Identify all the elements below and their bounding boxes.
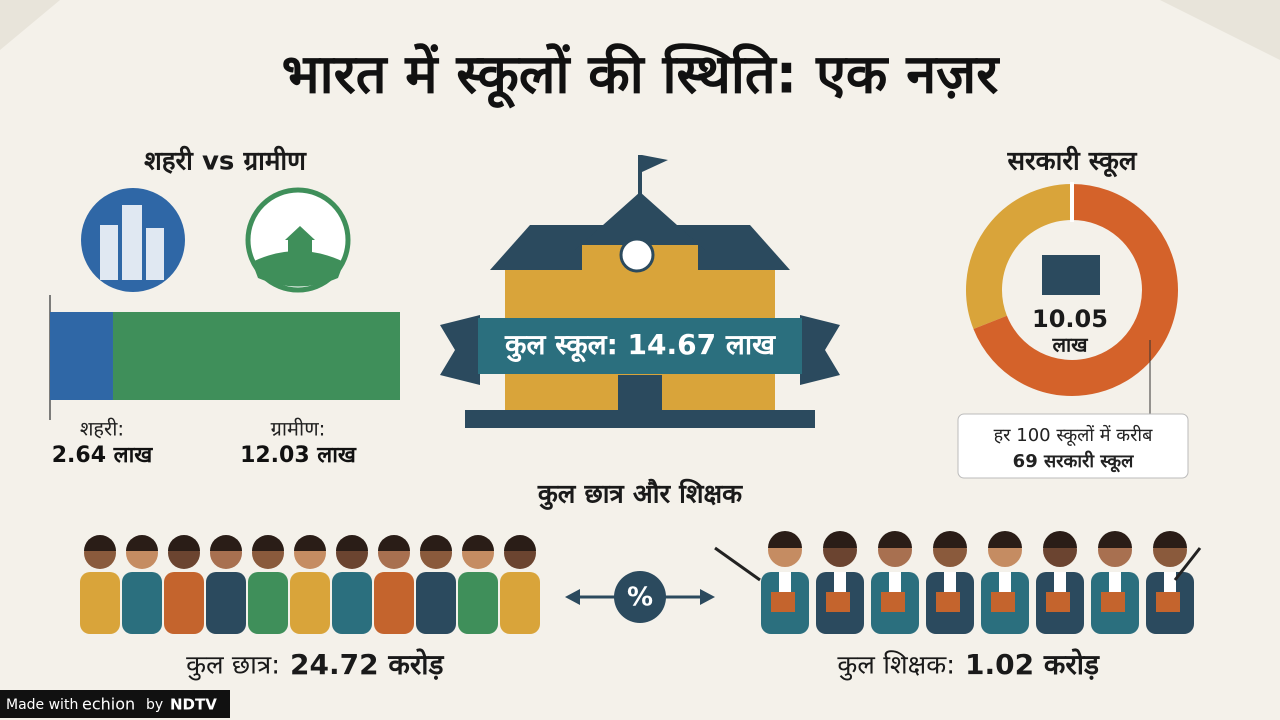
segment-label: ग्रामीण: (271, 417, 326, 441)
total-schools: कुल स्कूल: 14.67 लाख (504, 328, 776, 363)
teacher-hair (768, 531, 802, 548)
footer-partner: NDTV (170, 696, 217, 714)
decor (1160, 0, 1280, 60)
student-hair (462, 535, 494, 551)
teacher-hair (878, 531, 912, 548)
teacher-hair (1098, 531, 1132, 548)
stacked-bar: शहरी:2.64 लाख ग्रामीण:12.03 लाख (50, 312, 400, 468)
teachers-value: 1.02 करोड़ (965, 648, 1100, 681)
student-hair (378, 535, 410, 551)
village-icon (245, 187, 351, 293)
teacher-hair (933, 531, 967, 548)
ratio-symbol: % (627, 583, 653, 613)
student-hair (294, 535, 326, 551)
teacher-hair (988, 531, 1022, 548)
student-body (500, 572, 540, 634)
segment-value: 2.64 लाख (52, 443, 154, 468)
student-body (458, 572, 498, 634)
bar-segment (112, 312, 400, 400)
school-illustration (440, 155, 840, 428)
gov-building-icon (1042, 255, 1100, 295)
bar-segment (50, 312, 113, 400)
student-body (290, 572, 330, 634)
students-value: 24.72 करोड़ (290, 648, 445, 681)
teacher-hair (1153, 531, 1187, 548)
teacher-hair (1043, 531, 1077, 548)
note-line: 69 सरकारी स्कूल (1013, 450, 1134, 473)
student-body (206, 572, 246, 634)
student-hair (84, 535, 116, 551)
footer-brand: echion (82, 695, 135, 714)
student-hair (252, 535, 284, 551)
teacher-hair (823, 531, 857, 548)
section-heading: शहरी vs ग्रामीण (144, 146, 307, 177)
student-hair (210, 535, 242, 551)
student-body (416, 572, 456, 634)
footer-text: by (146, 697, 163, 713)
section-heading: सरकारी स्कूल (1006, 146, 1137, 178)
book (826, 592, 850, 612)
students-label: कुल छात्र: (186, 651, 280, 681)
student-body (248, 572, 288, 634)
book (771, 592, 795, 612)
note-line: हर 100 स्कूलों में करीब (994, 424, 1153, 446)
pointer (1173, 547, 1202, 581)
student-body (122, 572, 162, 634)
student-hair (504, 535, 536, 551)
arrow-head (700, 589, 715, 605)
book (1046, 592, 1070, 612)
gov-unit: लाख (1051, 333, 1089, 357)
student-hair (126, 535, 158, 551)
book (1156, 592, 1180, 612)
donut-rest (966, 184, 1073, 330)
book (881, 592, 905, 612)
student-body (80, 572, 120, 634)
ratio-circle (614, 571, 666, 623)
book (936, 592, 960, 612)
footer-bar (0, 690, 230, 718)
donut-share (973, 184, 1178, 396)
student-body (164, 572, 204, 634)
city-icon (81, 188, 185, 292)
title: भारत में स्कूलों की स्थिति: एक नज़र (282, 43, 1001, 109)
people-illustration (80, 531, 1202, 634)
teachers-label: कुल शिक्षक: (837, 650, 955, 681)
arrow-head (565, 589, 580, 605)
book (991, 592, 1015, 612)
segment-value: 12.03 लाख (240, 443, 357, 468)
student-hair (168, 535, 200, 551)
pointer (714, 546, 761, 582)
student-body (374, 572, 414, 634)
note-box (957, 413, 1189, 479)
decor (0, 0, 60, 50)
student-hair (420, 535, 452, 551)
donut (966, 182, 1178, 396)
student-body (332, 572, 372, 634)
student-hair (336, 535, 368, 551)
segment-label: शहरी: (80, 417, 124, 441)
footer-text: Made with (6, 697, 78, 713)
section-heading: कुल छात्र और शिक्षक (537, 479, 743, 511)
gov-count: 10.05 (1032, 305, 1108, 333)
book (1101, 592, 1125, 612)
